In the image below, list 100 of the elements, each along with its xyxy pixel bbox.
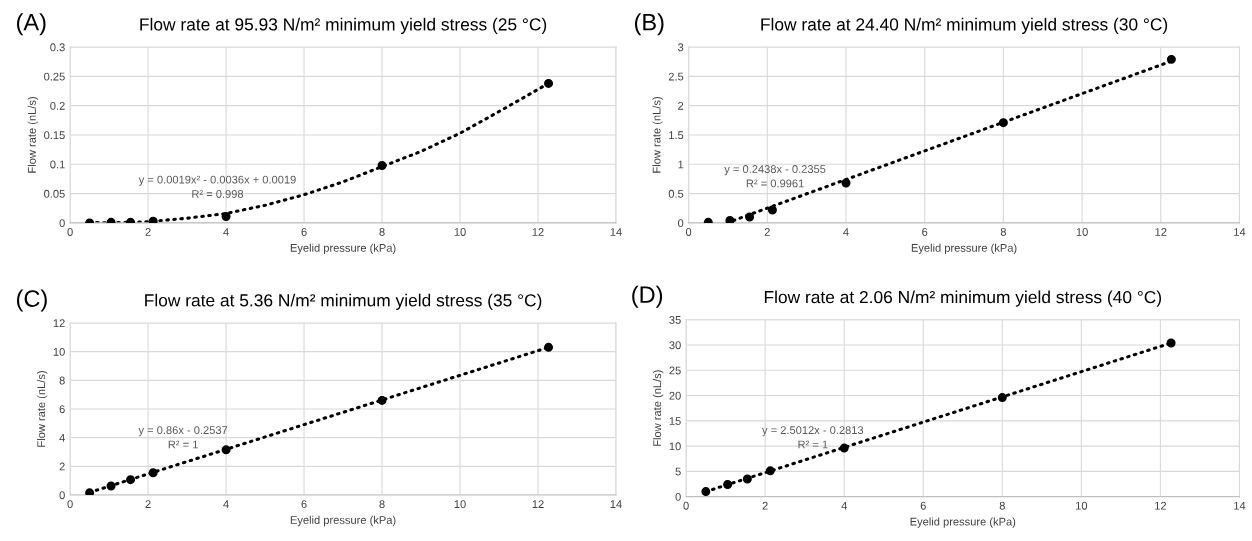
y-tick-label: 0.2 [50,101,65,110]
y-tick-label: 0.1 [50,160,65,169]
point [126,475,136,485]
y-tick-label: 1 [678,160,684,169]
y-axis-title: Flow rate (nL/s) [652,370,664,446]
text: (B) [634,13,664,36]
y-tick-label: 0.3 [50,43,65,52]
annotation: y = 0.86x - 0.2537 R² = 1 [138,426,228,449]
y-tick-label: 10 [53,347,65,356]
point [765,466,775,476]
x-tick-label: 14 [1234,228,1246,236]
y-tick-label: 5 [675,467,681,476]
text: (A) [16,13,46,36]
point [742,474,752,484]
x-tick-label: 2 [762,501,768,510]
x-tick-label: 8 [999,501,1005,510]
y-tick-label: 30 [669,341,681,350]
x-tick-label: 0 [67,500,73,509]
y-tick-label: 20 [669,391,681,400]
point [841,178,851,188]
x-tick-label: 10 [1076,228,1088,236]
x-tick-label: 6 [301,228,307,236]
x-tick-label: 12 [1155,228,1167,236]
x-tick-label: 6 [920,501,926,510]
point [839,443,849,453]
y-axis-title: Flow rate (nL/s) [652,97,663,173]
x-axis-title: Eyelid pressure (kPa) [290,243,396,255]
point [1166,54,1176,64]
y-tick-label: 12 [53,319,65,327]
text: (D) [632,285,663,308]
x-tick-label: 2 [764,228,770,236]
chart-title: Flow rate at 95.93 N/m² minimum yield stress (25 °C) [140,17,547,34]
x-tick-label: 12 [1155,501,1167,510]
x-tick-label: 4 [223,500,229,508]
chart-title: Flow rate at 24.40 N/m² minimum yield stress (30 °C) [761,17,1168,34]
x-tick-label: 10 [454,228,466,236]
x-axis-title: Eyelid pressure (kPa) [290,515,396,527]
y-tick-label: 25 [669,366,681,375]
chart-title: Flow rate at 2.06 N/m² minimum yield stress (40 °C) [764,290,1162,307]
x-tick-label: 14 [610,228,622,236]
x-tick-label: 14 [1234,501,1246,510]
y-axis-title: Flow rate (nL/s) [27,97,39,173]
x-tick-label: 4 [841,501,847,510]
chart-title: Flow rate at 5.36 N/m² minimum yield stress (35 °C) [145,293,542,310]
y-tick-label: 6 [59,405,65,414]
x-tick-label: 8 [379,228,385,236]
point [377,395,387,405]
x-tick-label: 12 [532,228,544,236]
x-axis-title: Eyelid pressure (kPa) [911,243,1017,255]
point [148,216,158,223]
point [997,393,1007,403]
point [745,212,755,222]
x-tick-label: 0 [685,228,692,236]
point [106,481,116,491]
y-tick-label: 0.05 [44,189,65,198]
y-tick-label: 0.15 [44,131,65,140]
y-tick-label: 0 [677,219,684,228]
point [998,118,1008,128]
point [701,487,711,497]
y-tick-label: 0 [59,219,65,228]
point [221,211,231,221]
point [723,480,733,490]
y-tick-label: 2 [678,101,684,110]
text: (C) [16,289,47,312]
x-tick-label: 8 [379,500,385,509]
y-tick-label: 0 [59,491,65,500]
point [377,160,387,170]
x-tick-label: 6 [301,500,307,509]
x-tick-label: 8 [1000,228,1006,236]
point [767,205,777,215]
point [221,445,231,455]
y-tick-label: 8 [59,376,65,385]
point [148,468,158,478]
point [1166,338,1176,348]
y-tick-label: 15 [669,417,681,425]
y-tick-label: 0.25 [44,72,65,81]
y-tick-label: 10 [669,442,681,451]
y-tick-label: 35 [669,316,681,324]
x-tick-label: 6 [922,228,928,236]
point [85,488,95,496]
y-tick-label: 4 [59,434,65,442]
point [544,78,554,88]
y-tick-label: 0 [675,492,681,501]
annotation: y = 0.2438x - 0.2355 R² = 0.9961 [724,165,826,188]
annotation: y = 2.5012x - 0.2813 R² = 1 [762,426,864,449]
y-tick-label: 1.5 [669,131,684,140]
y-tick-label: 2.5 [668,72,684,81]
point [725,216,735,223]
point [544,342,554,352]
x-tick-label: 0 [67,228,73,236]
x-tick-label: 4 [843,228,849,236]
y-axis-title: Flow rate (nL/s) [36,371,48,447]
x-axis-title: Eyelid pressure (kPa) [910,517,1016,528]
x-tick-label: 2 [145,228,151,236]
y-tick-label: 3 [677,43,684,52]
x-tick-label: 14 [610,500,622,508]
x-tick-label: 12 [532,500,544,508]
x-tick-label: 4 [223,228,229,236]
x-tick-label: 10 [1076,501,1088,510]
x-tick-label: 2 [145,500,151,508]
